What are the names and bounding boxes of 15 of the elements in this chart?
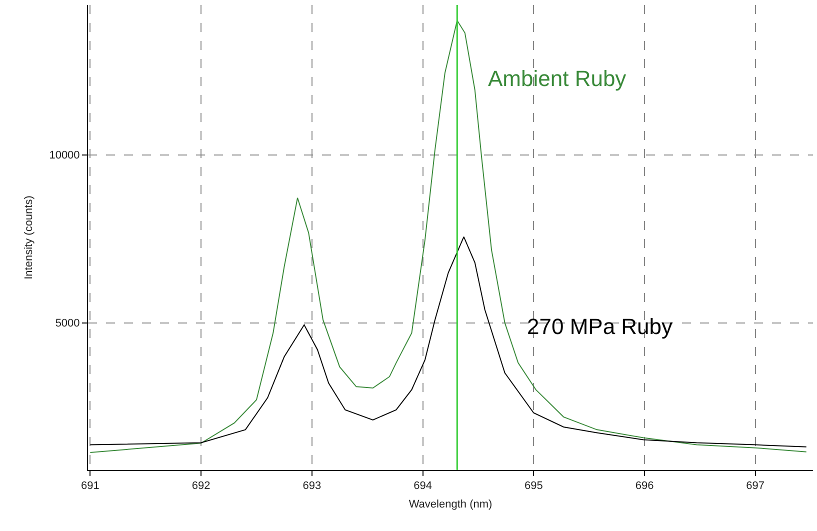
line-series	[90, 236, 807, 448]
line-series	[90, 20, 807, 454]
y-axis-title: Intensity (counts)	[22, 196, 35, 280]
x-tick-label: 694	[414, 480, 432, 492]
x-tick-label: 695	[524, 480, 543, 492]
x-tick-label: 696	[635, 480, 654, 492]
series-label: 270 MPa Ruby	[527, 314, 673, 339]
series-label: Ambient Ruby	[488, 66, 626, 91]
x-axis-title: Wavelength (nm)	[408, 498, 492, 510]
x-tick-label: 697	[746, 480, 765, 492]
y-tick-label: 5000	[55, 318, 80, 330]
x-tick-label: 693	[302, 480, 322, 492]
x-tick-label: 691	[81, 480, 100, 492]
y-tick-label: 10000	[49, 150, 80, 162]
x-tick-label: 692	[192, 480, 210, 492]
